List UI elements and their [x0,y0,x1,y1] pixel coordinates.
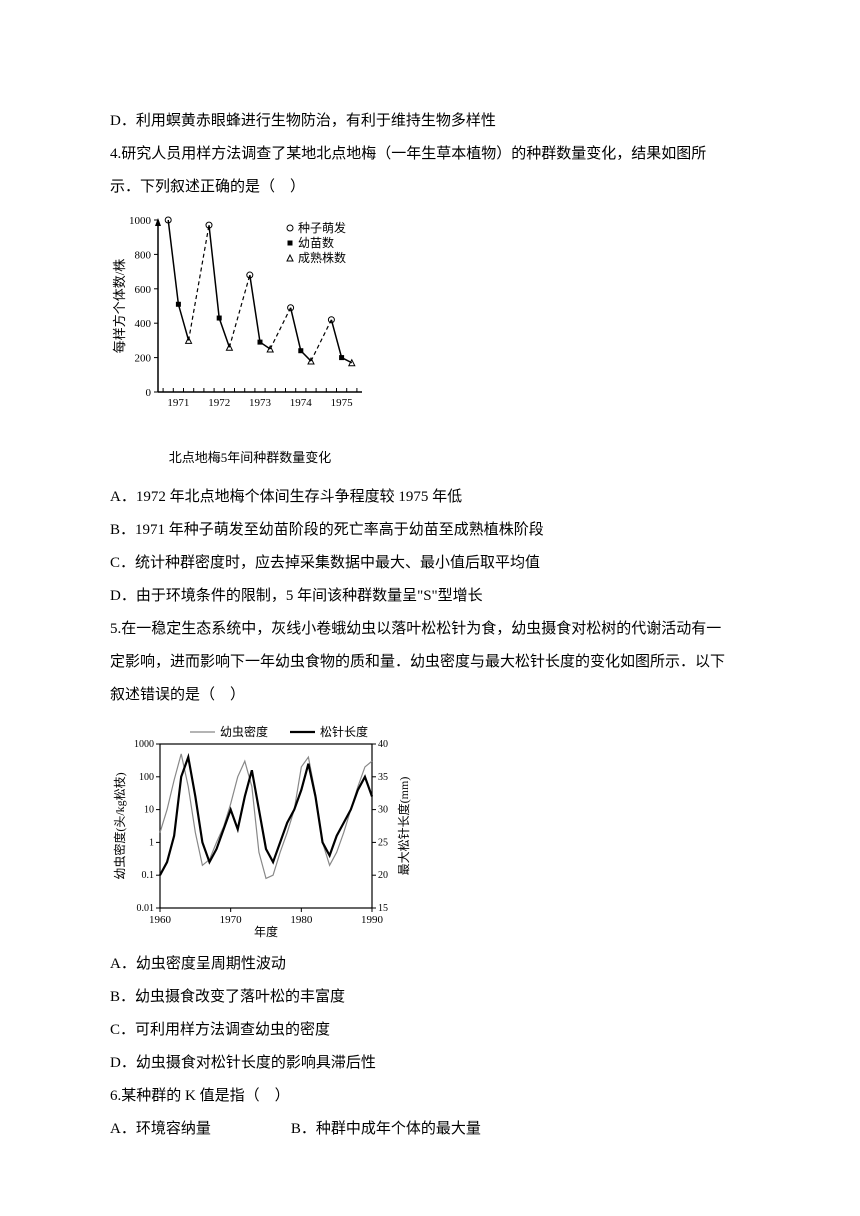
chart1-figure: 0 200 400 600 800 1000 1971 1972 1973 1974 1975 每样方… [110,212,750,473]
svg-text:幼苗数: 幼苗数 [298,235,334,250]
svg-text:1000: 1000 [134,739,154,750]
svg-text:40: 40 [378,739,388,750]
svg-text:100: 100 [139,771,154,782]
chart2-figure: 0.01 0.1 1 10 100 1000 15 20 25 30 35 40 1960 1970 198… [110,720,750,940]
svg-text:1974: 1974 [290,397,313,409]
svg-text:1970: 1970 [220,914,243,926]
q5-option-d: D．幼虫摄食对松针长度的影响具滞后性 [110,1047,750,1080]
svg-text:1975: 1975 [331,397,354,409]
svg-text:种子萌发: 种子萌发 [298,220,346,235]
svg-text:0.01: 0.01 [137,903,155,914]
chart2-svg: 0.01 0.1 1 10 100 1000 15 20 25 30 35 40 1960 1970 198… [110,720,420,940]
q4-option-d: D．由于环境条件的限制，5 年间该种群数量呈"S"型增长 [110,580,750,613]
svg-text:1960: 1960 [149,914,172,926]
svg-text:幼虫密度(头/kg松枝): 幼虫密度(头/kg松枝) [112,772,127,879]
svg-text:1990: 1990 [361,914,384,926]
svg-text:1000: 1000 [129,215,152,227]
svg-text:200: 200 [135,353,152,365]
svg-text:0: 0 [146,387,152,399]
svg-text:1980: 1980 [290,914,313,926]
q5-intro-3: 叙述错误的是（ ） [110,679,750,712]
svg-text:幼虫密度: 幼虫密度 [220,724,268,739]
q5-intro-2: 定影响，进而影响下一年幼虫食物的质和量．幼虫密度与最大松针长度的变化如图所示．以… [110,646,750,679]
svg-text:10: 10 [144,804,154,815]
option-d: D．利用螟黄赤眼蜂进行生物防治，有利于维持生物多样性 [110,105,750,138]
q5-option-c: C．可利用样方法调查幼虫的密度 [110,1014,750,1047]
svg-text:600: 600 [135,284,152,296]
svg-text:每样方个体数/株: 每样方个体数/株 [112,259,127,354]
svg-text:成熟株数: 成熟株数 [298,250,346,265]
svg-text:1972: 1972 [208,397,230,409]
svg-text:最大松针长度(mm): 最大松针长度(mm) [396,776,411,875]
q5-option-b: B．幼虫摄食改变了落叶松的丰富度 [110,981,750,1014]
q5-option-a: A．幼虫密度呈周期性波动 [110,948,750,981]
svg-text:20: 20 [378,870,388,881]
q4-option-a: A．1972 年北点地梅个体间生存斗争程度较 1975 年低 [110,481,750,514]
q4-intro-2: 示．下列叙述正确的是（ ） [110,171,750,204]
svg-text:400: 400 [135,318,152,330]
chart1-caption: 北点地梅5年间种群数量变化 [110,444,370,473]
chart1-svg: 0 200 400 600 800 1000 1971 1972 1973 1974 1975 每样方… [110,212,370,422]
q6-option-b: B．种群中成年个体的最大量 [291,1113,481,1146]
q6-intro: 6.某种群的 K 值是指（ ） [110,1080,750,1113]
q5-intro-1: 5.在一稳定生态系统中，灰线小卷蛾幼虫以落叶松松针为食，幼虫摄食对松树的代谢活动… [110,613,750,646]
svg-text:35: 35 [378,771,388,782]
svg-text:1973: 1973 [249,397,272,409]
q6-option-a: A．环境容纳量 [110,1113,211,1146]
svg-text:800: 800 [135,249,152,261]
svg-text:松针长度: 松针长度 [320,724,368,739]
svg-text:1: 1 [149,837,154,848]
q6-options-row: A．环境容纳量 B．种群中成年个体的最大量 [110,1113,750,1146]
svg-text:年度: 年度 [254,924,278,939]
q4-option-c: C．统计种群密度时，应去掉采集数据中最大、最小值后取平均值 [110,547,750,580]
svg-text:1971: 1971 [167,397,189,409]
svg-text:0.1: 0.1 [142,870,155,881]
svg-text:30: 30 [378,804,388,815]
q4-intro-1: 4.研究人员用样方法调查了某地北点地梅（一年生草本植物）的种群数量变化，结果如图… [110,138,750,171]
q4-option-b: B．1971 年种子萌发至幼苗阶段的死亡率高于幼苗至成熟植株阶段 [110,514,750,547]
svg-text:15: 15 [378,903,388,914]
svg-text:25: 25 [378,837,388,848]
